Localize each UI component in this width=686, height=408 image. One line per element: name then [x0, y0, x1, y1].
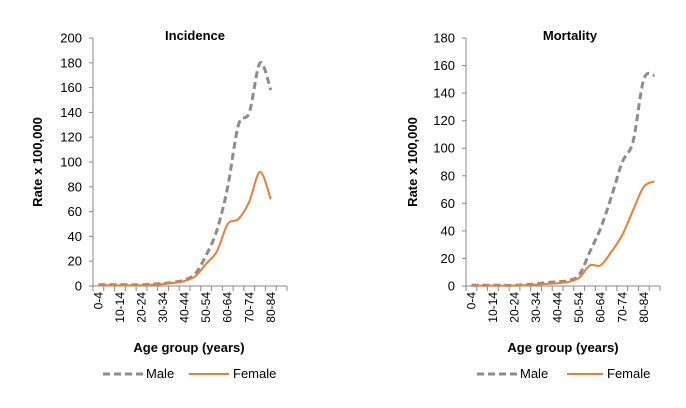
incidence-y-tick-label: 180 — [60, 55, 82, 70]
incidence-female-series — [98, 170, 272, 287]
incidence-legend-male-label: Male — [146, 366, 174, 381]
mortality-legend-female-label: Female — [607, 366, 650, 381]
mortality-x-tick-label: 20-24 — [508, 292, 522, 323]
incidence-x-tick-label: 30-34 — [156, 292, 170, 323]
incidence-legend-female-label: Female — [233, 366, 276, 381]
incidence-y-tick-label: 100 — [60, 155, 82, 170]
incidence-chart: Incidence Rate x 100,000 Age group (year… — [30, 28, 288, 381]
mortality-y-tick-label: 180 — [433, 31, 455, 46]
mortality-y-tick-label: 40 — [441, 223, 455, 238]
incidence-x-ticks: 0-4 10-14 20-24 30-34 40-44 50-54 60-64 70-74 80… — [91, 286, 288, 323]
mortality-x-tick-label: 70-74 — [615, 292, 629, 323]
mortality-x-tick-label: 80-84 — [637, 292, 651, 323]
mortality-y-ticks: 0 20 40 60 80 100 120 140 160 180 — [433, 31, 466, 294]
mortality-x-axis-label: Age group (years) — [507, 340, 618, 355]
incidence-x-tick-label: 0-4 — [91, 292, 105, 310]
incidence-legend: Male Female — [103, 366, 276, 381]
mortality-x-tick-label: 30-34 — [529, 292, 543, 323]
mortality-legend-male-label: Male — [520, 366, 548, 381]
incidence-y-tick-label: 40 — [68, 229, 82, 244]
incidence-male-series — [98, 61, 273, 287]
incidence-y-tick-label: 60 — [68, 204, 82, 219]
incidence-title: Incidence — [165, 28, 225, 43]
incidence-x-tick-label: 20-24 — [135, 292, 149, 323]
mortality-y-tick-label: 0 — [448, 279, 455, 294]
incidence-y-tick-label: 0 — [75, 279, 82, 294]
incidence-y-tick-label: 20 — [68, 254, 82, 269]
mortality-x-tick-label: 0-4 — [464, 292, 478, 310]
incidence-y-tick-label: 120 — [60, 130, 82, 145]
mortality-female-series — [471, 180, 656, 287]
mortality-y-tick-label: 120 — [433, 113, 455, 128]
incidence-y-axis-label: Rate x 100,000 — [30, 117, 45, 207]
incidence-x-tick-label: 70-74 — [242, 292, 256, 323]
incidence-x-tick-label: 50-54 — [199, 292, 213, 323]
incidence-y-tick-label: 160 — [60, 80, 82, 95]
mortality-y-tick-label: 140 — [433, 86, 455, 101]
mortality-y-axis-label: Rate x 100,000 — [405, 117, 420, 207]
incidence-y-tick-label: 80 — [68, 179, 82, 194]
mortality-x-ticks: 0-4 10-14 20-24 30-34 40-44 50-54 60-64 70-74 80… — [464, 286, 661, 323]
incidence-y-ticks: 0 20 40 60 80 100 120 140 160 180 200 — [60, 31, 93, 294]
incidence-x-axis-label: Age group (years) — [133, 340, 244, 355]
incidence-y-tick-label: 200 — [60, 31, 82, 46]
mortality-x-tick-label: 60-64 — [594, 292, 608, 323]
mortality-y-tick-label: 160 — [433, 58, 455, 73]
mortality-x-tick-label: 10-14 — [486, 292, 500, 323]
mortality-y-tick-label: 100 — [433, 141, 455, 156]
mortality-chart: Mortality Rate x 100,000 Age group (year… — [405, 28, 661, 381]
incidence-x-tick-label: 10-14 — [113, 292, 127, 323]
mortality-y-tick-label: 60 — [441, 196, 455, 211]
mortality-title: Mortality — [543, 28, 598, 43]
mortality-male-series — [471, 71, 656, 287]
mortality-x-tick-label: 50-54 — [572, 292, 586, 323]
mortality-y-tick-label: 80 — [441, 168, 455, 183]
incidence-x-tick-label: 40-44 — [178, 292, 192, 323]
incidence-x-tick-label: 60-64 — [221, 292, 235, 323]
incidence-y-tick-label: 140 — [60, 105, 82, 120]
incidence-x-tick-label: 80-84 — [264, 292, 278, 323]
mortality-x-tick-label: 40-44 — [551, 292, 565, 323]
mortality-legend: Male Female — [477, 366, 650, 381]
mortality-y-tick-label: 20 — [441, 251, 455, 266]
